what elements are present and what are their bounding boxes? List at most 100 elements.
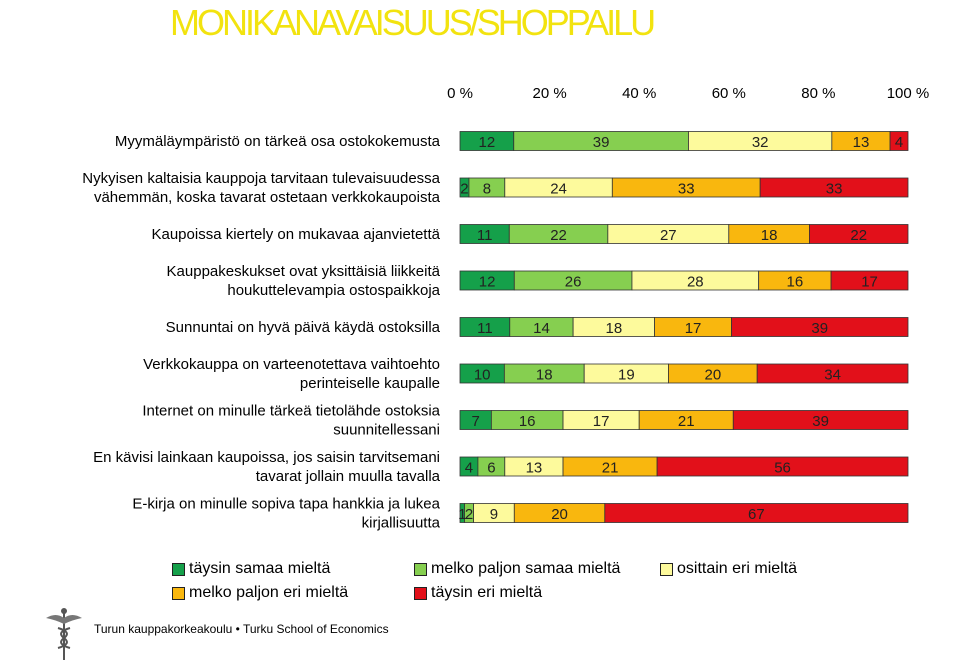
legend-item: täysin eri mieltä <box>414 582 542 604</box>
x-tick-label: 100 % <box>887 85 930 102</box>
legend: täysin samaa mieltä melko paljon samaa mi… <box>172 558 872 608</box>
data-label: 39 <box>811 320 828 337</box>
caduceus-logo-icon <box>46 608 82 660</box>
x-tick-label: 0 % <box>447 85 473 102</box>
legend-swatch <box>414 562 427 576</box>
data-label: 8 <box>483 181 491 198</box>
data-label: 39 <box>593 134 610 151</box>
bar-segment <box>731 317 909 337</box>
bar-segment <box>756 363 909 384</box>
bar-segment <box>656 456 909 477</box>
x-axis-ticks: 0 % 20 % 40 % 60 % 80 % 100 % <box>447 85 929 102</box>
legend-swatch <box>660 562 673 576</box>
bars <box>459 131 909 523</box>
data-label: 21 <box>602 460 619 477</box>
data-label: 17 <box>861 274 878 291</box>
data-label: 33 <box>826 181 843 198</box>
category-label: suunnitellessani <box>333 422 440 439</box>
category-label: Sunnuntai on hyvä päivä käydä ostoksilla <box>166 319 441 336</box>
data-label: 1 <box>458 506 466 523</box>
data-label: 33 <box>678 181 695 198</box>
x-tick-label: 60 % <box>712 85 746 102</box>
x-tick-label: 80 % <box>801 85 835 102</box>
data-label: 24 <box>550 181 567 198</box>
x-tick-label: 40 % <box>622 85 656 102</box>
category-label: Kauppakeskukset ovat yksittäisiä liikkei… <box>167 263 441 280</box>
legend-label: täysin samaa mieltä <box>189 560 331 577</box>
stacked-bar-chart: 0 % 20 % 40 % 60 % 80 % 100 % Myymäläympärist… <box>82 85 929 532</box>
data-label: 16 <box>787 274 804 291</box>
data-label: 13 <box>526 460 543 477</box>
legend-swatch <box>172 562 185 576</box>
data-label: 7 <box>472 413 480 430</box>
data-label: 67 <box>748 506 765 523</box>
legend-swatch <box>172 586 185 600</box>
data-label: 12 <box>479 134 496 151</box>
data-label: 18 <box>536 367 553 384</box>
legend-item: melko paljon samaa mieltä <box>414 558 620 580</box>
data-label: 18 <box>606 320 623 337</box>
bar-segment <box>759 177 909 198</box>
data-label: 16 <box>519 413 536 430</box>
data-label: 22 <box>550 227 567 244</box>
bar-segment <box>732 410 909 430</box>
category-label: Verkkokauppa on varteenotettava vaihtoeh… <box>143 356 440 373</box>
data-label: 19 <box>618 367 635 384</box>
category-label: kirjallisuutta <box>362 515 441 532</box>
data-label: 6 <box>487 460 495 477</box>
bar-segment <box>830 270 909 291</box>
category-label: houkuttelevampia ostospaikkoja <box>227 282 440 299</box>
data-label: 27 <box>660 227 677 244</box>
category-labels: Myymäläympäristö on tärkeä osa ostokokem… <box>82 133 440 532</box>
data-label: 21 <box>678 413 695 430</box>
data-label: 11 <box>477 227 493 244</box>
category-label: Kaupoissa kiertely on mukavaa ajanvietet… <box>151 226 440 243</box>
data-label: 20 <box>551 506 568 523</box>
data-label: 4 <box>465 460 473 477</box>
legend-swatch <box>414 586 427 600</box>
footer-text: Turun kauppakorkeakoulu • Turku School o… <box>94 622 389 636</box>
legend-label: osittain eri mieltä <box>677 560 798 577</box>
data-label: 17 <box>593 413 610 430</box>
legend-label: täysin eri mieltä <box>431 584 543 601</box>
category-label: tavarat jollain muulla tavalla <box>256 468 441 485</box>
category-label: En kävisi lainkaan kaupoissa, jos saisin… <box>93 449 440 466</box>
category-label: perinteiselle kaupalle <box>300 375 440 392</box>
data-label: 17 <box>685 320 702 337</box>
data-label: 26 <box>565 274 582 291</box>
data-label: 2 <box>465 506 473 523</box>
bar-segment <box>809 224 909 244</box>
bar-segment <box>604 503 909 523</box>
data-label: 39 <box>812 413 829 430</box>
data-label: 4 <box>895 134 903 151</box>
footer: Turun kauppakorkeakoulu • Turku School o… <box>0 600 960 666</box>
legend-label: melko paljon eri mieltä <box>189 584 349 601</box>
category-label: Internet on minulle tärkeä tietolähde os… <box>142 403 440 420</box>
legend-label: melko paljon samaa mieltä <box>431 560 621 577</box>
legend-item: täysin samaa mieltä <box>172 558 330 580</box>
data-label: 32 <box>752 134 769 151</box>
legend-item: melko paljon eri mieltä <box>172 582 348 604</box>
category-label: Nykyisen kaltaisia kauppoja tarvitaan tu… <box>82 170 440 187</box>
data-label: 22 <box>850 227 867 244</box>
data-label: 13 <box>853 134 870 151</box>
data-label: 14 <box>533 320 550 337</box>
bar-segment <box>889 131 909 151</box>
category-label: Myymäläympäristö on tärkeä osa ostokokem… <box>115 133 441 150</box>
legend-item: osittain eri mieltä <box>660 558 797 580</box>
data-label: 56 <box>774 460 791 477</box>
category-label: vähemmän, koska tavarat ostetaan verkkok… <box>94 189 441 206</box>
data-label: 28 <box>687 274 704 291</box>
data-label: 2 <box>460 181 468 198</box>
data-label: 9 <box>490 506 498 523</box>
data-label: 18 <box>761 227 778 244</box>
data-label: 20 <box>704 367 721 384</box>
data-label: 12 <box>479 274 496 291</box>
data-label: 10 <box>474 367 491 384</box>
x-tick-label: 20 % <box>532 85 566 102</box>
data-label: 34 <box>824 367 841 384</box>
category-label: E-kirja on minulle sopiva tapa hankkia j… <box>132 496 440 513</box>
data-label: 11 <box>477 320 493 337</box>
page-title: MONIKANAVAISUUS/SHOPPAILU <box>170 2 656 43</box>
